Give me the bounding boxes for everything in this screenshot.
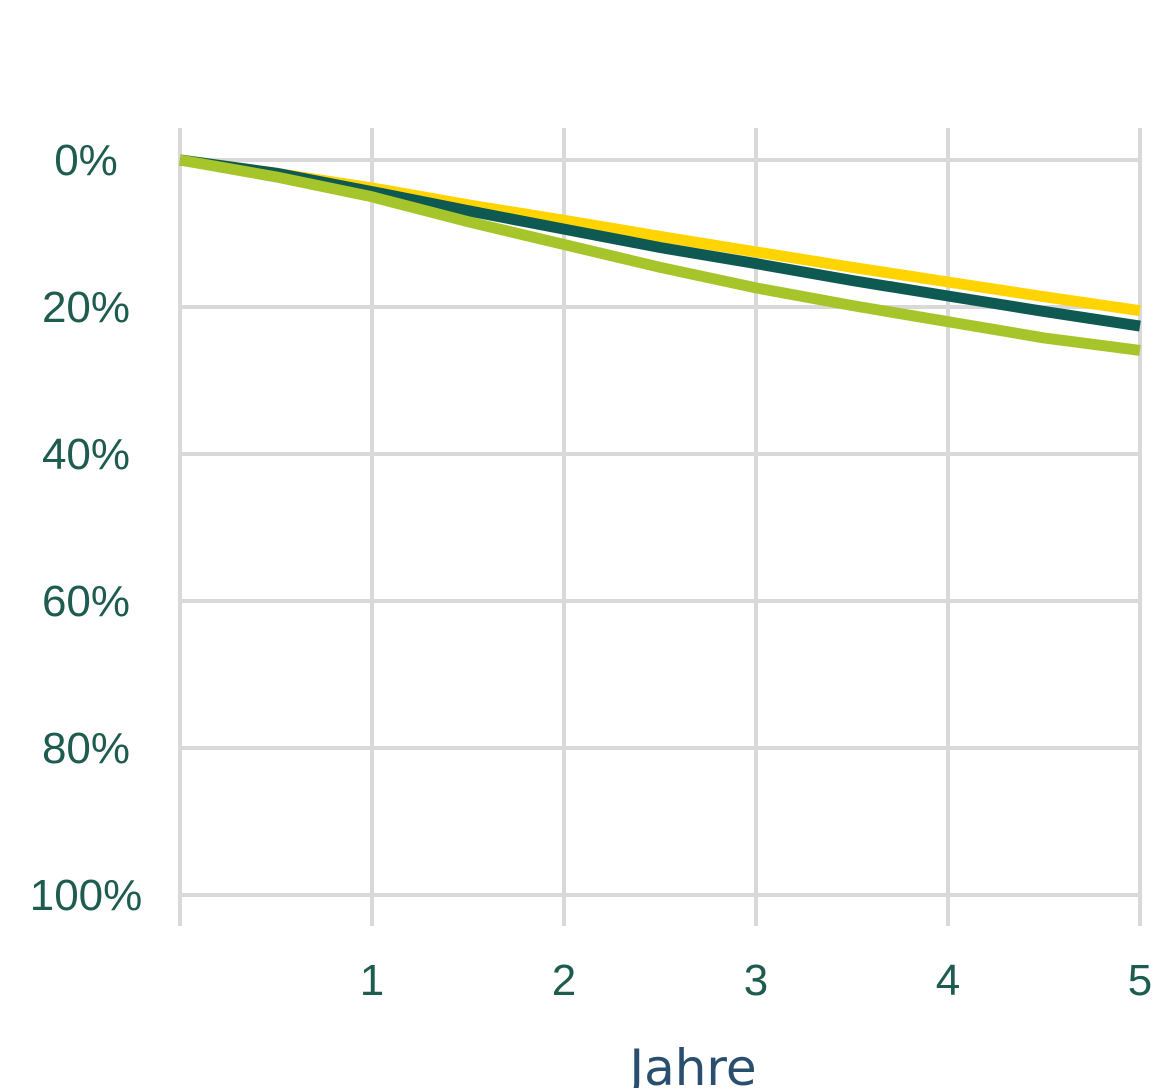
y-tick-label: 40% [42,430,130,479]
x-tick-label: 4 [936,956,960,1005]
y-tick-label: 0% [54,136,118,185]
y-tick-label: 60% [42,577,130,626]
y-tick-label: 80% [42,724,130,773]
y-tick-label: 100% [30,871,143,920]
x-tick-label: 5 [1128,956,1152,1005]
grid [178,128,1142,926]
series-lines [179,154,1141,356]
y-tick-labels: 0% 20% 40% 60% 80% 100% [30,136,143,920]
y-tick-label: 20% [42,283,130,332]
x-tick-label: 2 [552,956,576,1005]
series-line-3 [179,154,1141,356]
x-tick-label: 3 [744,956,768,1005]
x-axis-title: Jahre [626,1039,756,1088]
x-tick-labels: 1 2 3 4 5 [360,956,1152,1005]
x-tick-label: 1 [360,956,384,1005]
